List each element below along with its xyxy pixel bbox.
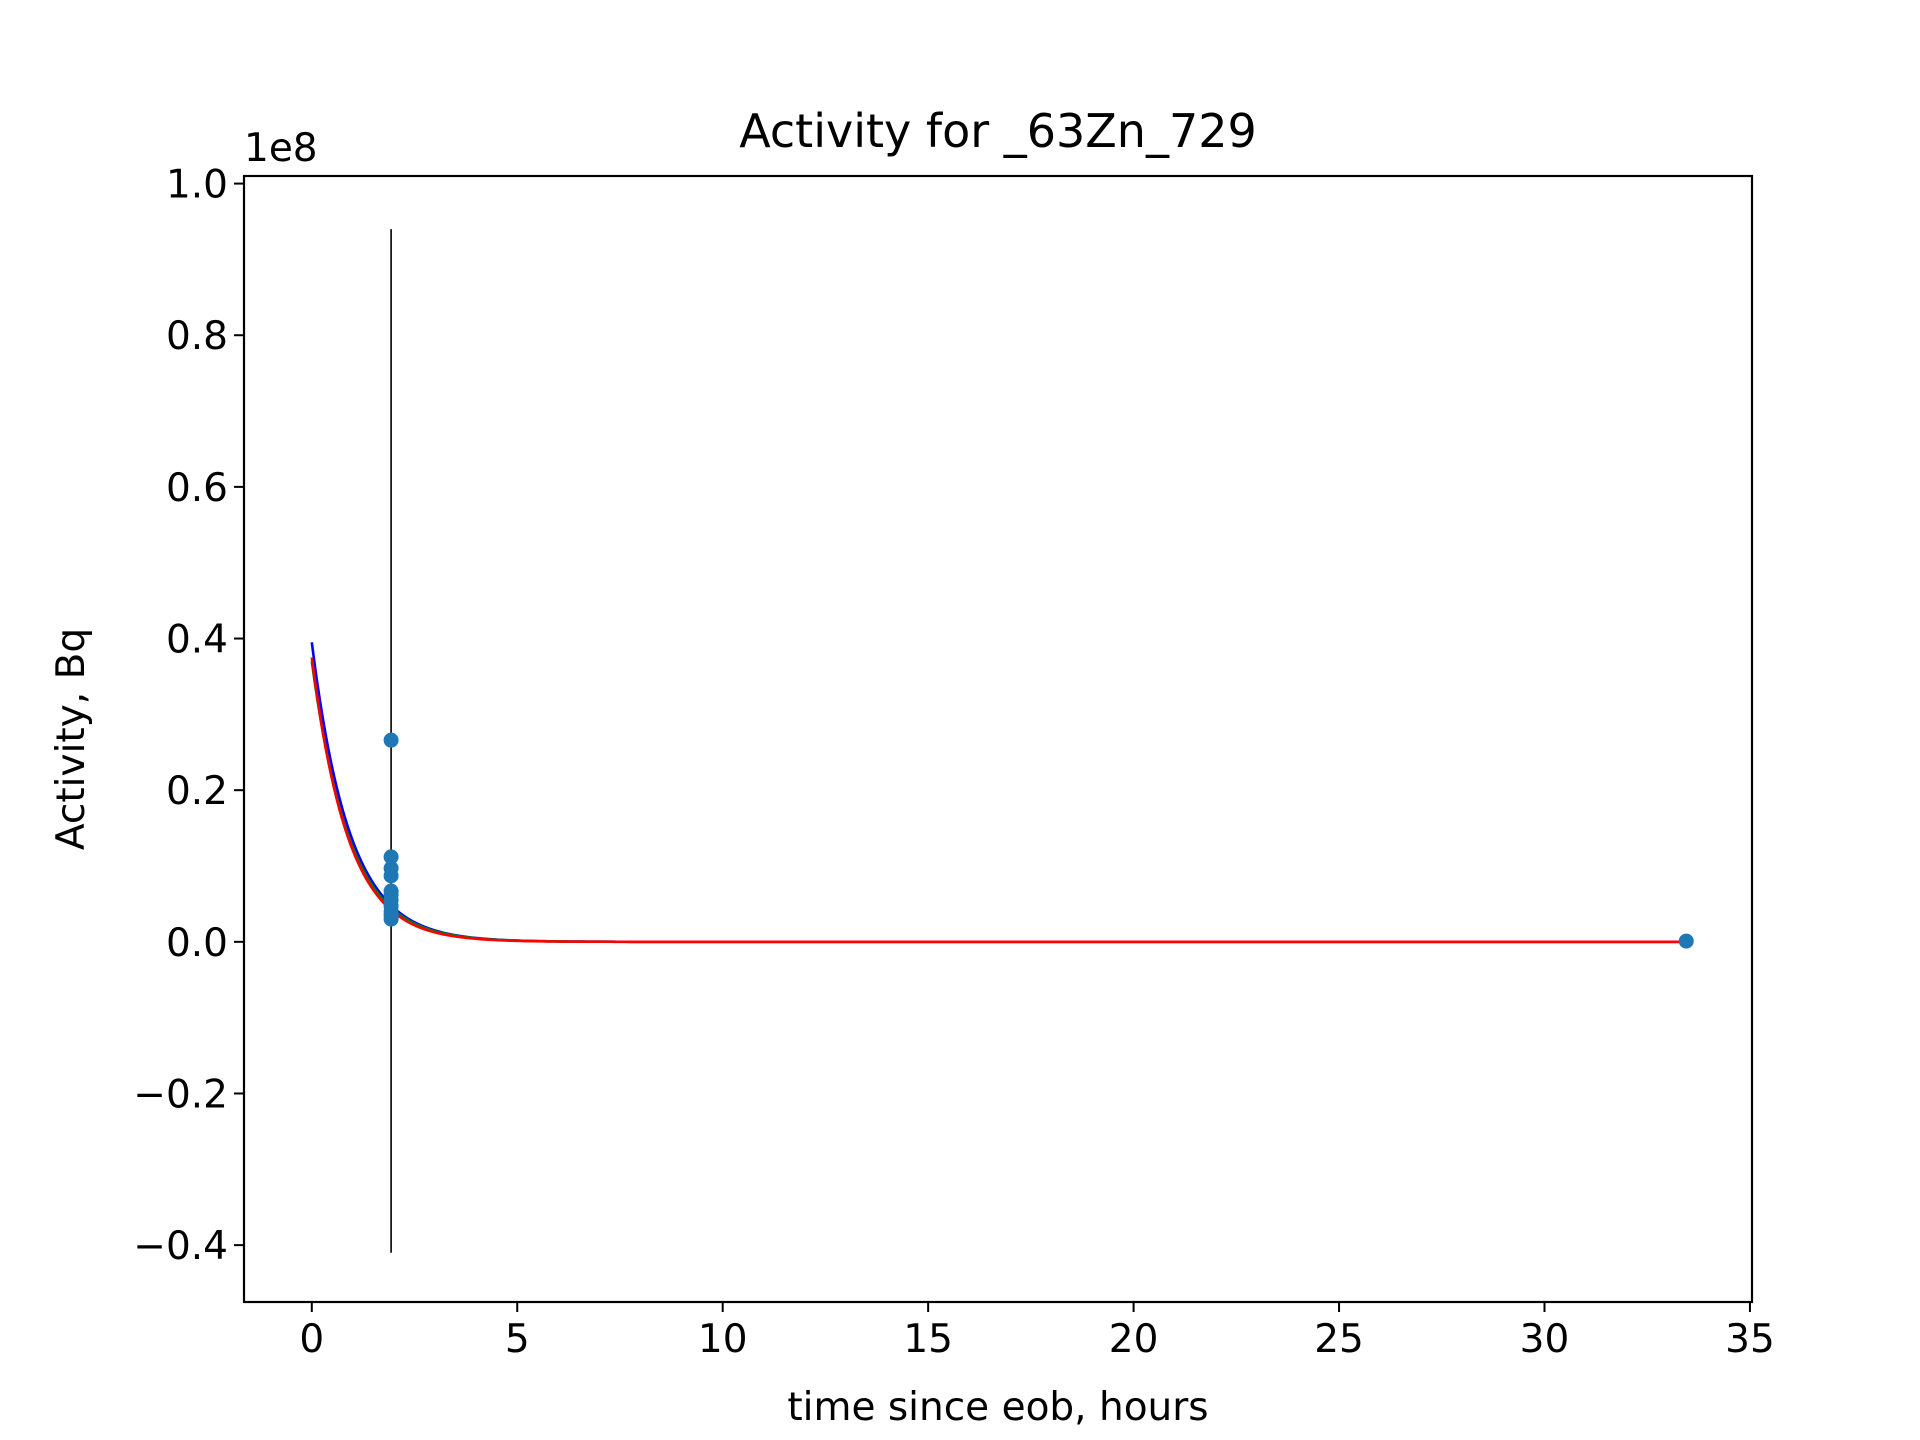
x-tick-label: 20 bbox=[1109, 1317, 1159, 1362]
y-tick-label: 0.2 bbox=[166, 769, 228, 814]
x-axis-ticks: 0 5 10 15 20 25 30 35 bbox=[299, 1302, 1775, 1362]
y-tick-label: 1.0 bbox=[166, 163, 228, 208]
x-tick-label: 5 bbox=[505, 1317, 530, 1362]
y-axis-label: Activity, Bq bbox=[49, 628, 94, 850]
fit-curve-2 bbox=[310, 657, 1687, 944]
data-point bbox=[383, 868, 399, 884]
fit-curves bbox=[310, 642, 1687, 944]
y-tick-label: 0.8 bbox=[166, 314, 228, 359]
y-tick-label: 0.6 bbox=[166, 466, 228, 511]
x-tick-label: 15 bbox=[903, 1317, 953, 1362]
x-axis-label: time since eob, hours bbox=[787, 1385, 1208, 1430]
x-tick-label: 35 bbox=[1725, 1317, 1775, 1362]
y-tick-label: −0.4 bbox=[133, 1224, 228, 1269]
plot-frame bbox=[242, 174, 1754, 1304]
y-axis-ticks: −0.4 −0.2 0.0 0.2 0.4 0.6 0.8 1.0 bbox=[133, 163, 244, 1269]
y-tick-label: 0.0 bbox=[166, 921, 228, 966]
data-point bbox=[383, 732, 399, 748]
x-tick-label: 0 bbox=[299, 1317, 324, 1362]
x-tick-label: 10 bbox=[698, 1317, 748, 1362]
y-tick-label: 0.4 bbox=[166, 618, 228, 663]
plot-area bbox=[244, 176, 1752, 1302]
data-points bbox=[383, 732, 1694, 949]
x-tick-label: 25 bbox=[1314, 1317, 1364, 1362]
data-point bbox=[1678, 933, 1694, 949]
x-tick-label: 30 bbox=[1520, 1317, 1570, 1362]
data-point bbox=[383, 911, 399, 927]
y-tick-label: −0.2 bbox=[133, 1072, 228, 1117]
chart-title: Activity for _63Zn_729 bbox=[739, 104, 1257, 158]
data-point bbox=[383, 849, 399, 865]
y-offset-label: 1e8 bbox=[244, 126, 318, 171]
